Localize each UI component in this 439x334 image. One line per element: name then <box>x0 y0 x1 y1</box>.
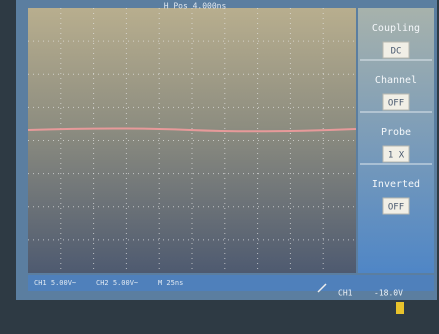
page: H Pos 4.000ns Coupling DC Channel OFF Probe 1… <box>0 0 439 334</box>
menu-value: OFF <box>388 203 404 213</box>
h-position: H Pos 4.000ns <box>164 2 227 11</box>
time-base: M 25ns <box>158 279 183 287</box>
trigger-source: CH1 <box>338 289 353 298</box>
menu-value: 1 X <box>388 151 405 161</box>
menu-value: OFF <box>388 99 404 109</box>
oscilloscope-photo: H Pos 4.000ns Coupling DC Channel OFF Probe 1… <box>0 0 439 334</box>
menu-label: Inverted <box>372 179 420 190</box>
menu-label: Probe <box>381 127 411 138</box>
ch2-scale: CH2 5.00V~ <box>96 279 138 287</box>
menu-label: Coupling <box>372 23 420 34</box>
menu-value: DC <box>391 47 402 57</box>
menu-label: Channel <box>375 75 417 86</box>
trigger-level: -18.0V <box>374 289 403 298</box>
battery-icon <box>396 302 404 314</box>
ch1-scale: CH1 5.00V~ <box>34 279 76 287</box>
